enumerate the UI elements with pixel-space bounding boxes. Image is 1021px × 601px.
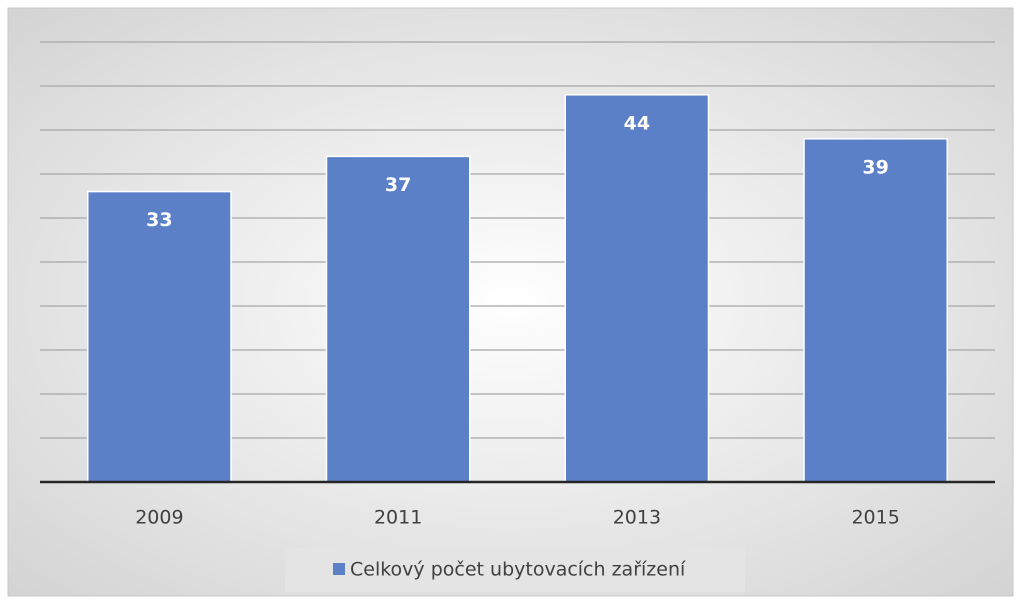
data-label: 37	[385, 174, 411, 196]
bar	[564, 94, 710, 483]
x-tick-label: 2015	[851, 507, 899, 529]
bar	[803, 138, 948, 483]
legend-label: Celkový počet ubytovacích zařízení	[350, 559, 686, 581]
bar	[87, 190, 232, 483]
marks: 33 37 44 39	[87, 94, 948, 483]
data-label: 39	[862, 156, 888, 178]
x-tick-label: 2011	[374, 507, 422, 529]
legend-swatch	[333, 563, 345, 575]
data-label: 33	[146, 209, 172, 231]
x-tick-label: 2013	[613, 507, 661, 529]
legend-box	[285, 548, 745, 592]
x-tick-label: 2009	[135, 507, 183, 529]
bar	[325, 155, 471, 483]
data-label: 44	[624, 112, 650, 134]
